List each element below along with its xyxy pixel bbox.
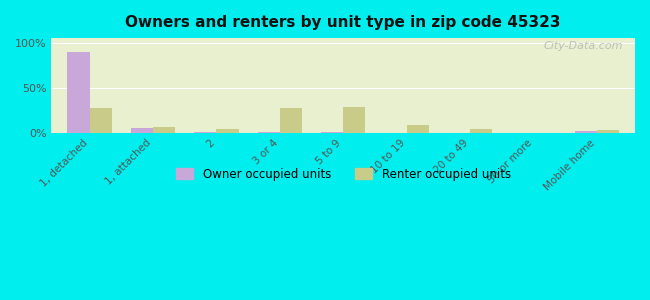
Text: City-Data.com: City-Data.com — [544, 41, 623, 51]
Bar — [194, 132, 216, 133]
Bar — [68, 52, 90, 133]
Bar — [280, 108, 302, 133]
Title: Owners and renters by unit type in zip code 45323: Owners and renters by unit type in zip c… — [125, 15, 561, 30]
Bar — [257, 132, 280, 133]
Bar — [131, 128, 153, 133]
Bar — [153, 127, 175, 133]
Bar — [597, 130, 619, 133]
Bar — [216, 129, 239, 133]
Bar — [321, 132, 343, 133]
Bar — [575, 131, 597, 133]
Bar — [407, 124, 429, 133]
Bar — [343, 107, 365, 133]
Legend: Owner occupied units, Renter occupied units: Owner occupied units, Renter occupied un… — [171, 163, 515, 185]
Bar — [470, 129, 492, 133]
Bar — [90, 108, 112, 133]
